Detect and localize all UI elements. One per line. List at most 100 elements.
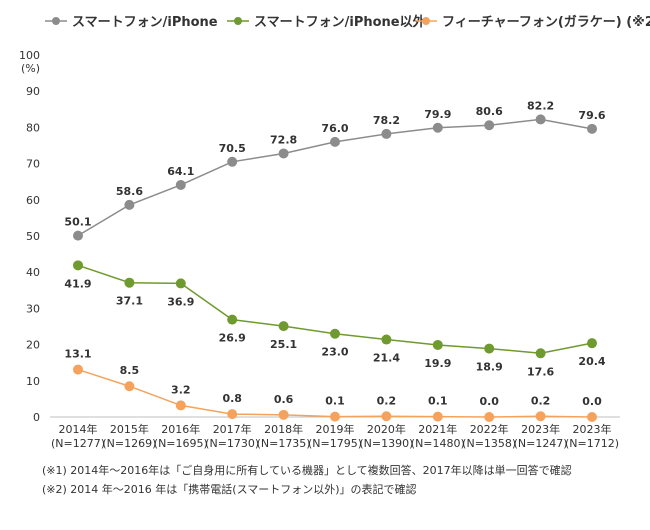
- legend-marker-0: [52, 17, 60, 25]
- data-point: [381, 411, 392, 422]
- data-label: 21.4: [373, 352, 400, 365]
- data-label: 70.5: [219, 142, 246, 155]
- data-label: 20.4: [578, 355, 605, 368]
- data-point: [535, 411, 546, 422]
- data-point: [175, 400, 186, 411]
- x-tick-label: 2016年(N=1695): [154, 422, 208, 450]
- y-tick-label: 100: [19, 49, 40, 62]
- data-label: 58.6: [116, 185, 143, 198]
- data-point: [278, 148, 289, 159]
- y-tick-label: 60: [26, 194, 40, 207]
- data-label: 50.1: [64, 216, 91, 229]
- data-point: [484, 120, 495, 131]
- x-tick-label: 2019年(N=1795): [308, 422, 362, 450]
- data-point: [227, 409, 238, 420]
- data-label: 0.1: [325, 395, 345, 408]
- series-line-0: [77, 118, 593, 237]
- y-tick-label: 50: [26, 230, 40, 243]
- data-point: [432, 122, 443, 133]
- y-tick-label: 10: [26, 375, 40, 388]
- data-point: [124, 199, 135, 210]
- data-point: [73, 364, 83, 375]
- data-point: [535, 114, 546, 125]
- y-tick-label: 70: [26, 158, 40, 171]
- data-label: 76.0: [321, 122, 348, 135]
- data-label: 0.0: [582, 395, 602, 408]
- y-tick-label: 90: [26, 85, 40, 98]
- data-point: [124, 381, 135, 392]
- data-label: 13.1: [64, 348, 91, 361]
- y-tick-label: 30: [26, 302, 40, 315]
- x-tick-label: 2017年(N=1730): [205, 422, 259, 450]
- footnote-1: (※1) 2014年～2016年は「ご自身用に所有している機器」として複数回答、…: [42, 464, 572, 477]
- data-label: 36.9: [167, 295, 194, 308]
- data-label: 37.1: [116, 295, 143, 308]
- data-point: [175, 278, 186, 289]
- x-tick-label: 2023年(N=1712): [565, 422, 619, 450]
- data-label: 3.2: [171, 383, 191, 396]
- data-point: [175, 179, 186, 190]
- data-point: [278, 321, 289, 332]
- data-point: [227, 314, 238, 325]
- data-label: 41.9: [64, 277, 91, 290]
- data-label: 25.1: [270, 338, 297, 351]
- data-label: 82.2: [527, 99, 554, 112]
- data-point: [381, 334, 392, 345]
- data-label: 26.9: [219, 332, 246, 345]
- data-point: [330, 136, 340, 147]
- x-tick-label: 2015年(N=1269): [102, 422, 156, 450]
- y-tick-label: 0: [33, 411, 40, 424]
- data-label: 80.6: [476, 105, 503, 118]
- data-point: [484, 343, 495, 354]
- data-label: 0.2: [377, 394, 397, 407]
- series-line-2: [77, 368, 593, 418]
- data-point: [587, 412, 597, 422]
- data-label: 0.0: [479, 395, 499, 408]
- data-point: [73, 260, 83, 271]
- data-label: 18.9: [476, 361, 503, 374]
- footnotes: (※1) 2014年～2016年は「ご自身用に所有している機器」として複数回答、…: [42, 461, 572, 499]
- y-tick-label: 20: [26, 339, 40, 352]
- data-point: [278, 409, 289, 420]
- footnote-2: (※2) 2014 年～2016 年は「携帯電話(スマートフォン以外)」の表記で…: [42, 483, 417, 496]
- y-axis-unit-label: (%): [21, 62, 40, 75]
- data-point: [381, 128, 392, 139]
- data-point: [432, 339, 443, 350]
- data-label: 8.5: [120, 364, 140, 377]
- legend-label-0: スマートフォン/iPhone: [72, 15, 218, 30]
- x-tick-label: 2018年(N=1735): [257, 422, 311, 450]
- legend-marker-1: [234, 17, 242, 25]
- x-tick-label: 2023年(N=1247): [514, 422, 568, 450]
- legend-marker-2: [422, 17, 430, 25]
- data-point: [484, 412, 495, 422]
- line-chart: スマートフォン/iPhone スマートフォン/iPhone以外 フィーチャーフォン(…: [19, 14, 650, 450]
- y-tick-label: 80: [26, 121, 40, 134]
- data-label: 0.8: [222, 392, 242, 405]
- data-label: 72.8: [270, 133, 297, 146]
- data-point: [535, 348, 546, 359]
- data-label: 64.1: [167, 165, 194, 178]
- data-label: 0.2: [531, 394, 551, 407]
- data-label: 0.1: [428, 395, 448, 408]
- data-label: 78.2: [373, 114, 400, 127]
- data-point: [587, 338, 597, 349]
- series-line-1: [77, 264, 593, 355]
- data-point: [73, 230, 83, 241]
- data-label: 23.0: [321, 346, 348, 359]
- x-tick-label: 2014年(N=1277): [51, 422, 105, 450]
- y-tick-label: 40: [26, 266, 40, 279]
- data-point: [330, 411, 340, 422]
- x-tick-label: 2020年(N=1390): [359, 422, 413, 450]
- x-tick-label: 2022年(N=1358): [462, 422, 516, 450]
- data-label: 19.9: [424, 357, 451, 370]
- data-label: 79.9: [424, 108, 451, 121]
- data-label: 17.6: [527, 365, 554, 378]
- legend-label-1: スマートフォン/iPhone以外: [254, 14, 426, 30]
- data-point: [227, 156, 238, 167]
- legend-label-2: フィーチャーフォン(ガラケー) (※2): [442, 15, 650, 30]
- data-point: [587, 123, 597, 134]
- data-point: [124, 277, 135, 288]
- x-tick-label: 2021年(N=1480): [411, 422, 465, 450]
- data-label: 79.6: [578, 109, 605, 122]
